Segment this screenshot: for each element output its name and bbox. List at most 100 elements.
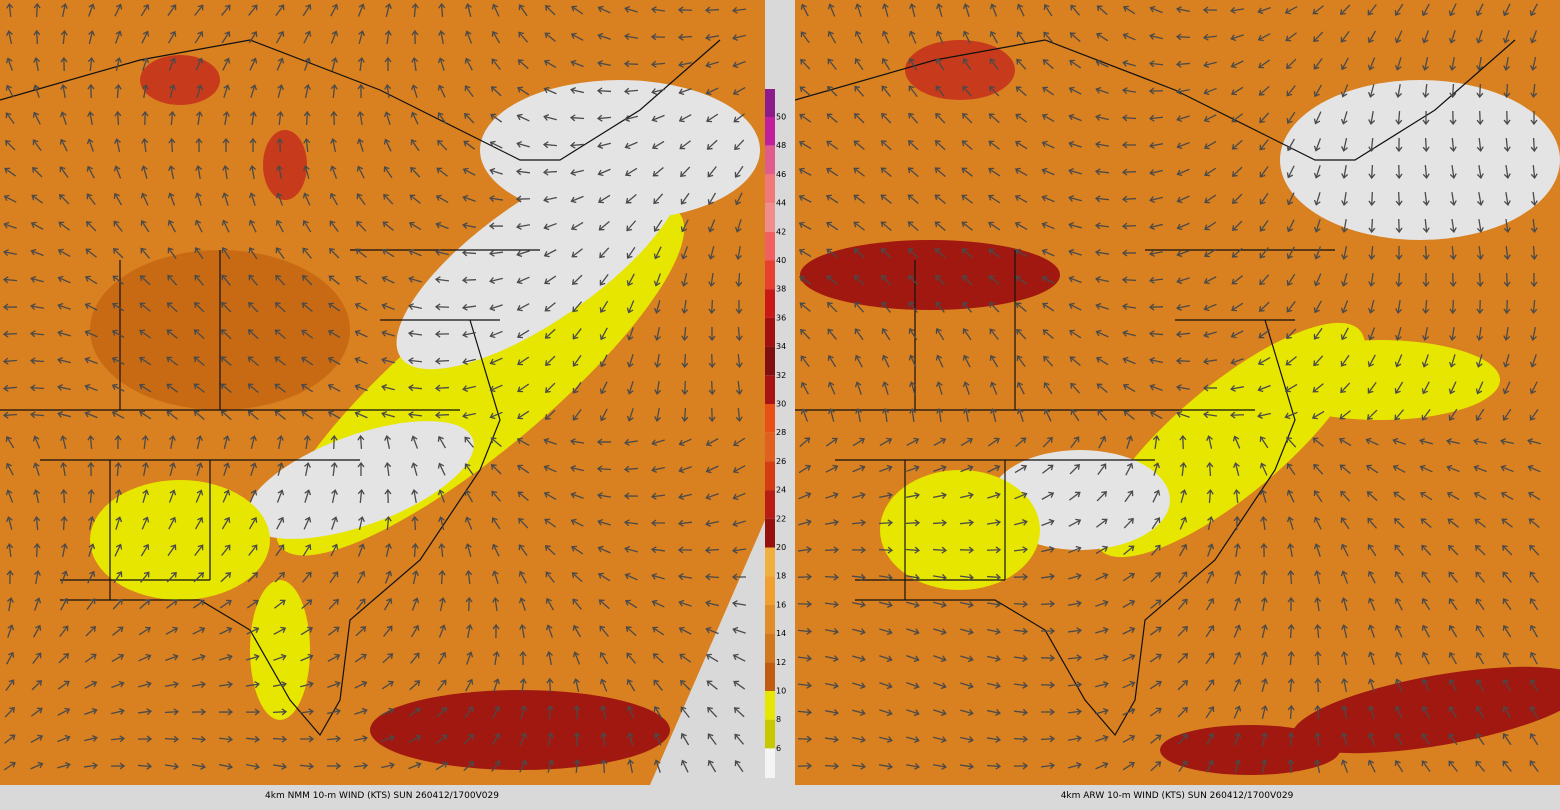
wind-arrow: [879, 464, 893, 473]
wind-arrow: [1015, 86, 1027, 97]
wind-area: [250, 580, 310, 720]
wind-arrow: [1420, 518, 1432, 529]
wind-arrow: [115, 57, 122, 71]
wind-arrow: [1148, 330, 1164, 338]
wind-arrow: [1341, 218, 1349, 233]
wind-arrow: [651, 114, 665, 123]
colorbar-label: 40: [776, 256, 786, 265]
wind-arrow: [854, 30, 863, 44]
wind-arrow: [519, 624, 527, 639]
wind-arrow: [932, 546, 948, 554]
wind-arrow: [491, 760, 501, 772]
wind-arrow: [168, 516, 177, 530]
wind-arrow: [572, 381, 582, 394]
wind-arrow: [194, 544, 204, 556]
wind-arrow: [1368, 272, 1376, 287]
wind-arrow: [826, 275, 838, 285]
wind-arrow: [519, 650, 527, 666]
wind-arrow: [988, 275, 1000, 286]
wind-arrow: [1260, 758, 1268, 774]
wind-arrow: [1178, 543, 1188, 557]
wind-arrow: [880, 221, 892, 231]
wind-arrow: [1340, 327, 1349, 341]
wind-arrow: [707, 192, 717, 206]
wind-arrow: [410, 652, 420, 664]
wind-arrow: [705, 87, 719, 96]
wind-arrow: [573, 758, 581, 774]
wind-arrow: [462, 385, 476, 392]
wind-arrow: [825, 437, 838, 447]
wind-arrow: [1313, 165, 1321, 179]
wind-arrow: [1125, 462, 1134, 476]
wind-arrow: [1150, 734, 1162, 744]
wind-arrow: [192, 599, 205, 609]
wind-arrow: [677, 33, 693, 41]
wind-arrow: [854, 85, 865, 97]
wind-arrow: [1502, 651, 1512, 665]
wind-arrow: [934, 140, 946, 151]
wind-arrow: [626, 327, 634, 341]
wind-arrow: [800, 3, 809, 17]
wind-arrow: [908, 30, 917, 44]
wind-arrow: [1448, 651, 1457, 665]
wind-arrow: [1068, 761, 1082, 769]
wind-arrow: [853, 167, 865, 177]
wind-arrow: [1258, 85, 1270, 96]
wind-arrow: [1177, 680, 1189, 691]
wind-arrow: [29, 384, 45, 392]
wind-arrow: [1260, 597, 1268, 612]
wind-arrow: [1067, 708, 1083, 716]
wind-arrow: [1419, 437, 1433, 445]
wind-arrow: [194, 274, 204, 286]
wind-arrow: [489, 384, 503, 393]
wind-arrow: [1233, 597, 1242, 611]
wind-arrow: [681, 407, 689, 423]
wind-arrow: [1313, 355, 1324, 367]
wind-arrow: [543, 113, 557, 121]
wind-arrow: [195, 137, 203, 153]
lake-wind: [263, 130, 307, 200]
wind-arrow: [140, 165, 148, 179]
wind-arrow: [881, 112, 892, 124]
wind-arrow: [987, 682, 1001, 689]
wind-arrow: [1233, 705, 1242, 719]
wind-arrow: [708, 407, 716, 423]
wind-arrow: [518, 570, 527, 584]
wind-arrow: [382, 221, 394, 231]
wind-arrow: [572, 651, 581, 665]
wind-arrow: [1449, 326, 1457, 341]
wind-arrow: [273, 653, 287, 661]
wind-arrow: [410, 111, 419, 125]
wind-arrow: [1313, 84, 1323, 98]
wind-arrow: [384, 83, 392, 99]
wind-arrow: [247, 572, 259, 583]
wind-arrow: [33, 542, 41, 558]
wind-arrow: [1393, 491, 1406, 501]
wind-arrow: [908, 274, 919, 286]
wind-arrow: [464, 706, 474, 719]
wind-arrow: [1043, 31, 1054, 43]
wind-arrow: [141, 110, 149, 126]
wind-arrow: [464, 112, 475, 124]
wind-arrow: [681, 380, 689, 396]
wind-arrow: [909, 407, 917, 423]
wind-arrow: [1202, 6, 1218, 14]
wind-arrow: [1529, 624, 1538, 638]
wind-arrow: [1422, 164, 1430, 180]
wind-arrow: [1313, 219, 1321, 233]
wind-arrow: [1313, 111, 1322, 125]
wind-arrow: [853, 275, 865, 286]
wind-arrow: [327, 383, 341, 392]
wind-arrow: [438, 569, 446, 585]
wind-area: [800, 240, 1060, 310]
wind-arrow: [988, 140, 1000, 150]
wind-arrow: [1095, 329, 1109, 338]
wind-arrow: [707, 166, 717, 178]
wind-arrow: [989, 354, 999, 368]
wind-arrow: [1175, 357, 1191, 365]
wind-arrow: [1449, 272, 1457, 288]
wind-arrow: [1206, 759, 1215, 773]
wind-arrow: [436, 734, 448, 744]
wind-arrow: [191, 735, 207, 743]
wind-arrow: [1068, 248, 1082, 256]
